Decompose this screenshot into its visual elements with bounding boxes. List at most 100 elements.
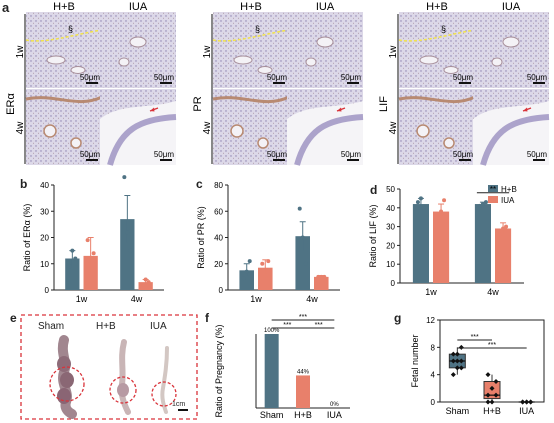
histology-tile-4w-hb: 50μm bbox=[25, 89, 103, 165]
section-mark: § bbox=[68, 24, 73, 34]
x-tick-label: 1w bbox=[76, 294, 88, 304]
row-label-4w: 4w bbox=[388, 121, 399, 135]
data-point bbox=[454, 365, 460, 371]
data-point bbox=[450, 351, 456, 357]
y-tick-label: 20 bbox=[386, 241, 395, 250]
x-tick-label: H+B bbox=[294, 410, 312, 420]
col-label-hb: H+B bbox=[53, 1, 75, 13]
chart-g: 0 4 8 12 Fetal number Sham H+B IUA *** *** bbox=[410, 316, 545, 416]
scale-label: 50μm bbox=[80, 73, 101, 82]
data-point bbox=[504, 224, 509, 229]
data-point bbox=[88, 272, 93, 277]
y-axis-label: Ratio of ERα (%) bbox=[22, 204, 32, 272]
x-tick-label: Sham bbox=[446, 406, 470, 416]
marker-label: LIF bbox=[378, 96, 390, 112]
x-tick-label: IUA bbox=[327, 410, 342, 420]
data-point bbox=[244, 269, 249, 274]
data-point bbox=[260, 261, 265, 266]
bar-H+B-4w bbox=[474, 204, 491, 283]
y-tick-label: 10 bbox=[386, 260, 395, 269]
data-point bbox=[322, 274, 327, 279]
y-tick-label: 50 bbox=[386, 185, 395, 194]
scale-label: 50μm bbox=[527, 73, 548, 82]
chart-d: 0 10 20 30 40 50 Ratio of LIF (%) 1w 4w H+B IUA ** bbox=[368, 185, 524, 297]
data-point bbox=[458, 358, 464, 364]
histology-tile-4w-iua: 50μm bbox=[473, 89, 550, 166]
data-point bbox=[485, 372, 491, 378]
histology-tile-1w-iua: 50μm bbox=[473, 12, 549, 88]
data-point bbox=[316, 274, 321, 279]
scale-label: 50μm bbox=[341, 150, 362, 159]
data-point bbox=[122, 175, 127, 180]
row-label-4w: 4w bbox=[15, 121, 26, 135]
section-mark: § bbox=[255, 24, 260, 34]
significance-label: ** bbox=[490, 185, 496, 194]
histology-tile-1w-hb: § 50μm bbox=[398, 12, 476, 88]
label-sham: Sham bbox=[38, 321, 65, 332]
data-point bbox=[91, 251, 96, 256]
data-point bbox=[263, 273, 268, 278]
y-tick-label: 40 bbox=[386, 204, 395, 213]
y-tick-label: 0 bbox=[219, 286, 224, 295]
y-axis-label: Ratio of Pregnancy (%) bbox=[214, 324, 224, 417]
scale-label: 50μm bbox=[453, 73, 474, 82]
chart-c: 0 20 40 60 80 Ratio of PR (%) 1w 4w bbox=[196, 181, 340, 304]
data-point bbox=[303, 261, 308, 266]
data-point bbox=[297, 206, 302, 211]
y-tick-label: 0 bbox=[431, 398, 436, 407]
y-tick-label: 20 bbox=[40, 234, 49, 243]
data-point bbox=[454, 351, 460, 357]
y-tick-label: 0 bbox=[391, 279, 396, 288]
histology-tile-1w-hb: § 50μm bbox=[212, 12, 290, 88]
value-label: 0% bbox=[330, 402, 339, 408]
data-point bbox=[442, 198, 447, 203]
scale-label: 50μm bbox=[154, 150, 175, 159]
data-point bbox=[146, 280, 151, 285]
bar-Sham bbox=[264, 334, 279, 408]
bar-IUA-1w bbox=[258, 267, 273, 290]
data-point bbox=[493, 392, 499, 398]
histology-tile-1w-iua: 50μm bbox=[100, 12, 176, 88]
col-label-iua: IUA bbox=[502, 1, 521, 13]
value-label: 44% bbox=[297, 369, 310, 375]
bar-IUA-4w bbox=[314, 276, 329, 290]
scale-bar bbox=[347, 82, 359, 84]
data-point bbox=[418, 196, 423, 201]
data-point bbox=[520, 399, 526, 405]
data-point bbox=[450, 358, 456, 364]
y-tick-label: 40 bbox=[214, 234, 223, 243]
histology-tile-4w-hb: 50μm bbox=[398, 89, 476, 165]
data-point bbox=[73, 256, 78, 261]
legend-label-H+B: H+B bbox=[501, 185, 517, 194]
scale-bar bbox=[533, 82, 545, 84]
value-label: 100% bbox=[264, 328, 280, 334]
x-tick-label: 4w bbox=[306, 294, 318, 304]
data-point bbox=[501, 226, 506, 231]
data-point bbox=[483, 200, 488, 205]
panel-label-a: a bbox=[2, 0, 10, 15]
data-point bbox=[458, 365, 464, 371]
y-tick-label: 60 bbox=[214, 207, 223, 216]
scale-label: 50μm bbox=[267, 150, 288, 159]
panel-e-uterus-photo bbox=[20, 314, 198, 420]
panel-label-c: c bbox=[196, 177, 203, 191]
row-label-1w: 1w bbox=[15, 45, 26, 59]
data-point bbox=[485, 392, 491, 398]
bar-IUA-4w bbox=[138, 282, 153, 290]
y-tick-label: 10 bbox=[40, 260, 49, 269]
panel-label-f: f bbox=[205, 311, 209, 325]
data-point bbox=[128, 248, 133, 253]
histology-tile-4w-iua: 50μm bbox=[100, 89, 177, 166]
y-axis-label: Fetal number bbox=[410, 334, 420, 387]
scale-label: 50μm bbox=[154, 73, 175, 82]
x-tick-label: Sham bbox=[260, 410, 284, 420]
scale-bar bbox=[273, 82, 285, 84]
marker-label: PR bbox=[192, 96, 204, 111]
y-tick-label: 8 bbox=[431, 343, 436, 352]
data-point bbox=[493, 379, 499, 384]
data-point bbox=[143, 277, 148, 282]
data-point bbox=[489, 399, 495, 405]
row-label-4w: 4w bbox=[202, 121, 213, 135]
scale-bar bbox=[459, 82, 471, 84]
scale-label: 50μm bbox=[527, 150, 548, 159]
